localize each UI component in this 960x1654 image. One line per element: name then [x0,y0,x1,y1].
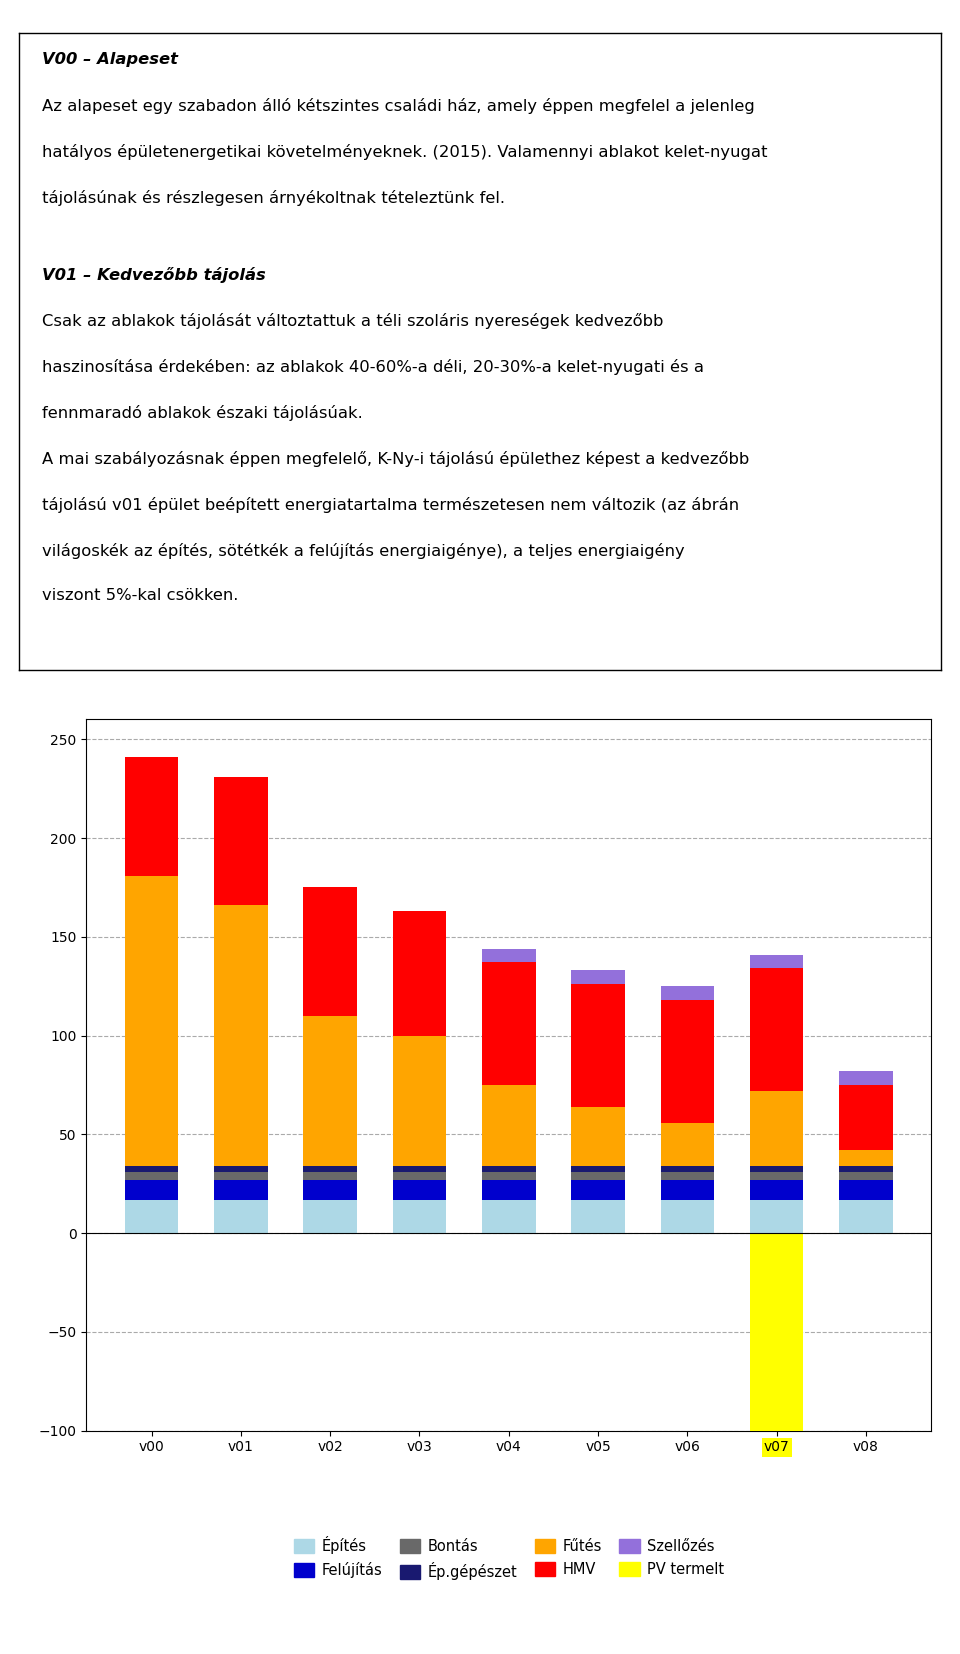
Bar [571,971,625,984]
Bar [571,984,625,1107]
Text: tájolásúnak és részlegesen árnyékoltnak tételeztünk fel.: tájolásúnak és részlegesen árnyékoltnak … [42,190,505,205]
Bar [482,963,536,1085]
Bar [660,1001,714,1123]
Bar [482,1166,536,1173]
Bar [125,758,179,875]
Text: tájolású v01 épület beépített energiatartalma természetesen nem változik (az ábr: tájolású v01 épület beépített energiatar… [42,496,739,513]
Bar [214,1199,268,1234]
Bar [303,1016,357,1166]
Bar [839,1173,893,1179]
Bar [660,1199,714,1234]
Bar [303,1179,357,1199]
Bar [750,1166,804,1173]
Bar [214,1173,268,1179]
Bar [571,1199,625,1234]
Bar [660,1166,714,1173]
Bar [393,1173,446,1179]
Bar [125,1173,179,1179]
Bar [839,1072,893,1085]
Text: Csak az ablakok tájolását változtattuk a téli szoláris nyereségek kedvezőbb: Csak az ablakok tájolását változtattuk a… [42,313,663,329]
Bar [750,1092,804,1166]
Text: A mai szabályozásnak éppen megfelelő, K-Ny-i tájolású épülethez képest a kedvező: A mai szabályozásnak éppen megfelelő, K-… [42,452,750,466]
Bar [750,1199,804,1234]
Bar [482,949,536,963]
Bar [214,1179,268,1199]
Bar [303,1173,357,1179]
Bar [660,1179,714,1199]
Bar [125,1166,179,1173]
Bar [571,1166,625,1173]
Bar [214,1166,268,1173]
Text: viszont 5%-kal csökken.: viszont 5%-kal csökken. [42,589,239,604]
Text: Az alapeset egy szabadon álló kétszintes családi ház, amely éppen megfelel a jel: Az alapeset egy szabadon álló kétszintes… [42,98,755,114]
Text: fennmaradó ablakok északi tájolásúak.: fennmaradó ablakok északi tájolásúak. [42,405,363,422]
Bar [839,1085,893,1150]
Bar [482,1173,536,1179]
Bar [125,1179,179,1199]
Bar [393,1035,446,1166]
Bar [660,1173,714,1179]
Bar [839,1166,893,1173]
Bar [393,1179,446,1199]
Bar [571,1179,625,1199]
Bar [660,986,714,1001]
Text: V00 – Alapeset: V00 – Alapeset [42,53,179,68]
Bar [571,1107,625,1166]
Bar [303,1199,357,1234]
Bar [839,1179,893,1199]
Bar [214,905,268,1166]
Bar [482,1179,536,1199]
Bar [303,1166,357,1173]
Bar [750,1234,804,1431]
Bar [660,1123,714,1166]
Bar [750,954,804,969]
Bar [750,1179,804,1199]
Bar [750,969,804,1092]
Text: haszinosítása érdekében: az ablakok 40-60%-a déli, 20-30%-a kelet-nyugati és a: haszinosítása érdekében: az ablakok 40-6… [42,359,705,375]
Bar [482,1199,536,1234]
Legend: Építés, Felújítás, Bontás, Ép.gépészet, Fűtés, HMV, Szellőzés, PV termelt: Építés, Felújítás, Bontás, Ép.gépészet, … [288,1530,730,1586]
Text: világoskék az építés, sötétkék a felújítás energiaigénye), a teljes energiaigény: világoskék az építés, sötétkék a felújít… [42,543,685,559]
Bar [839,1150,893,1166]
Bar [571,1173,625,1179]
Text: hatályos épületenergetikai követelményeknek. (2015). Valamennyi ablakot kelet-ny: hatályos épületenergetikai követelmények… [42,144,768,160]
Bar [482,1085,536,1166]
Bar [303,888,357,1016]
Text: V01 – Kedvezőbb tájolás: V01 – Kedvezőbb tájolás [42,268,266,283]
Bar [839,1199,893,1234]
Bar [125,875,179,1166]
Bar [393,1199,446,1234]
Bar [393,911,446,1035]
Bar [125,1199,179,1234]
Bar [393,1166,446,1173]
Bar [214,777,268,905]
Bar [750,1173,804,1179]
